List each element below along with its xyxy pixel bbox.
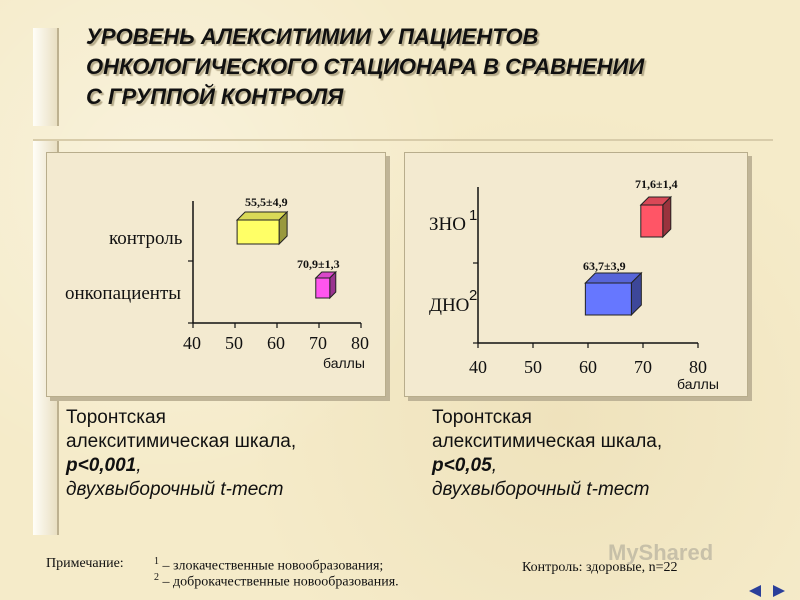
caption-left-pvalue: p<0,001 xyxy=(66,455,137,476)
bar-front-face xyxy=(584,282,632,316)
value-label-zno: 71,6±1,4 xyxy=(635,177,678,191)
chart-1-plot xyxy=(188,201,362,328)
watermark-text: MyShared xyxy=(608,540,714,565)
arrow-left-icon xyxy=(749,585,761,597)
tick-60: 60 xyxy=(267,333,285,353)
control-note: Контроль: здоровые, n=22 xyxy=(522,560,678,575)
chart-2-plot xyxy=(473,187,699,348)
category-label-control: контроль xyxy=(109,228,183,249)
tick-40: 40 xyxy=(183,333,201,353)
tick-70: 70 xyxy=(634,357,652,377)
category-label-zno: ЗНО xyxy=(429,214,466,235)
note-label: Примечание: xyxy=(46,556,124,571)
title-line-1: УРОВЕНЬ АЛЕКСИТИМИИ У ПАЦИЕНТОВ xyxy=(86,24,539,49)
bar-front-face xyxy=(640,204,664,238)
category-label-dno: ДНО xyxy=(429,295,470,316)
caption-left-comma: , xyxy=(136,455,142,476)
x-axis-unit: баллы xyxy=(677,376,719,392)
title-line-3: С ГРУППОЙ КОНТРОЛЯ xyxy=(86,84,344,109)
superscript-2: 2 xyxy=(469,287,478,304)
value-label-control: 55,5±4,9 xyxy=(245,195,288,209)
tick-40: 40 xyxy=(469,357,487,377)
caption-right-pvalue: p<0,05 xyxy=(432,455,492,476)
category-label-oncopatients: онкопациенты xyxy=(65,283,182,304)
next-button[interactable] xyxy=(772,584,786,600)
bar-1 xyxy=(235,210,289,246)
caption-right-line2: алекситимическая шкала, xyxy=(432,431,663,452)
bar-1 xyxy=(639,195,673,239)
superscript-1: 1 xyxy=(469,207,478,224)
arrow-right-icon xyxy=(773,585,785,597)
value-label-oncopatients: 70,9±1,3 xyxy=(297,257,340,271)
tick-50: 50 xyxy=(225,333,243,353)
prev-button[interactable] xyxy=(748,584,762,600)
value-label-dno: 63,7±3,9 xyxy=(583,259,626,273)
note-sup-1: 1 xyxy=(154,556,159,567)
slide-title: УРОВЕНЬ АЛЕКСИТИМИИ У ПАЦИЕНТОВ ОНКОЛОГИ… xyxy=(86,22,786,112)
tick-80: 80 xyxy=(351,333,369,353)
bar-2 xyxy=(584,271,643,317)
caption-right-comma: , xyxy=(491,455,497,476)
note-sup-2: 2 xyxy=(154,572,159,583)
caption-left-line1: Торонтская xyxy=(66,407,166,428)
decor-bar-top xyxy=(33,28,59,126)
tick-70: 70 xyxy=(309,333,327,353)
caption-right-line4: двухвыборочный t-тест xyxy=(432,479,650,500)
note-line-1: 1 – злокачественные новообразования; xyxy=(154,556,383,575)
bar-front-face xyxy=(315,277,331,299)
caption-right: Торонтская алекситимическая шкала, p<0,0… xyxy=(432,406,662,502)
note-line-2: 2 – доброкачественные новообразования. xyxy=(154,572,399,591)
tick-60: 60 xyxy=(579,357,597,377)
bar-front-face xyxy=(236,219,280,245)
caption-left-line4: двухвыборочный t-тест xyxy=(66,479,284,500)
chart-panel-1: контроль онкопациенты 55,5±4,9 70,9±1,3 … xyxy=(46,152,386,397)
divider-line xyxy=(33,139,773,141)
caption-right-line1: Торонтская xyxy=(432,407,532,428)
tick-80: 80 xyxy=(689,357,707,377)
caption-left-line2: алекситимическая шкала, xyxy=(66,431,297,452)
title-line-2: ОНКОЛОГИЧЕСКОГО СТАЦИОНАРА В СРАВНЕНИИ xyxy=(86,54,645,79)
chart-panel-2: ЗНО 1 ДНО 2 71,6±1,4 63,7±3,9 40 50 60 7… xyxy=(404,152,748,397)
bar-2 xyxy=(314,270,337,300)
note-text-1: – злокачественные новообразования; xyxy=(159,558,384,574)
tick-50: 50 xyxy=(524,357,542,377)
x-axis-unit: баллы xyxy=(323,355,365,371)
caption-left: Торонтская алекситимическая шкала, p<0,0… xyxy=(66,406,296,502)
note-text-2: – доброкачественные новообразования. xyxy=(159,574,399,590)
